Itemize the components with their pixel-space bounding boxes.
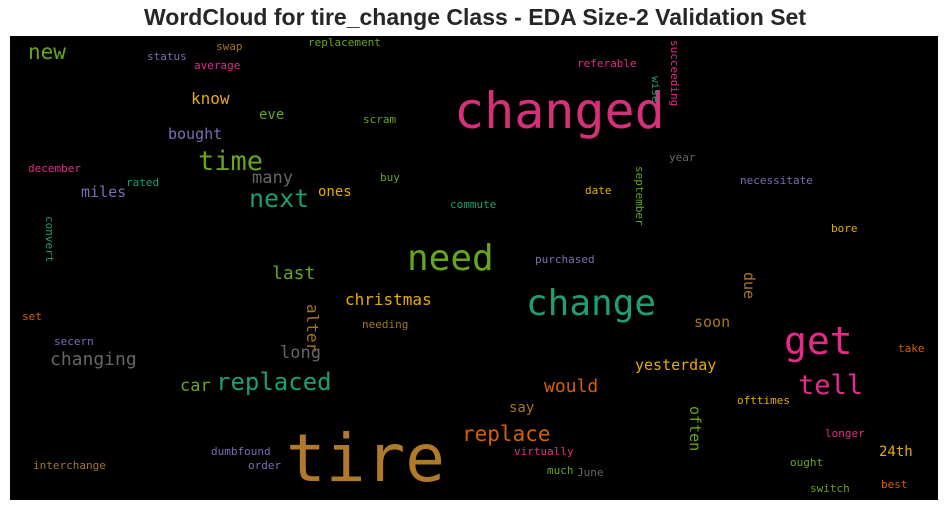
word-june: June	[577, 466, 604, 479]
word-convert: convert	[43, 216, 56, 263]
word-september: september	[633, 166, 646, 226]
word-need: need	[407, 238, 494, 279]
word-swap: swap	[216, 40, 243, 53]
word-change: change	[526, 283, 657, 324]
word-much: much	[547, 464, 574, 477]
word-eve: eve	[259, 107, 285, 123]
word-average: average	[194, 59, 241, 72]
word-get: get	[784, 319, 853, 363]
word-secern: secern	[54, 335, 94, 348]
word-date: date	[585, 184, 612, 197]
word-succeeding: succeeding	[668, 40, 681, 107]
word-virtually: virtually	[514, 445, 574, 458]
word-dumbfound: dumbfound	[211, 445, 271, 458]
word-long: long	[280, 343, 321, 363]
word-know: know	[191, 89, 230, 108]
word-ofttimes: ofttimes	[737, 394, 790, 407]
word-tire: tire	[286, 420, 445, 497]
word-commute: commute	[450, 198, 497, 211]
word-status: status	[147, 50, 187, 63]
word-say: say	[509, 400, 535, 416]
word-last: last	[272, 263, 316, 284]
word-buy: buy	[380, 171, 400, 184]
word-needing: needing	[362, 318, 409, 331]
word-take: take	[898, 342, 925, 355]
word-next: next	[249, 184, 310, 213]
word-rated: rated	[126, 176, 160, 189]
word-replace: replace	[462, 422, 551, 446]
word-interchange: interchange	[33, 459, 106, 472]
word-scram: scram	[363, 113, 397, 126]
word-new: new	[28, 40, 66, 64]
word-december: december	[28, 162, 81, 175]
word-necessitate: necessitate	[740, 174, 813, 187]
word-best: best	[881, 478, 908, 491]
word-referable: referable	[577, 57, 637, 70]
word-ones: ones	[318, 184, 352, 200]
word-24th: 24th	[879, 444, 913, 460]
word-yesterday: yesterday	[635, 356, 717, 374]
word-replaced: replaced	[216, 368, 332, 396]
chart-title: WordCloud for tire_change Class - EDA Si…	[143, 4, 806, 30]
word-cloud: tire changed change need get tell time next repl…	[10, 36, 938, 500]
word-christmas: christmas	[345, 290, 432, 309]
word-bore: bore	[831, 222, 858, 235]
word-switch: switch	[810, 482, 850, 495]
word-longer: longer	[825, 427, 865, 440]
word-alter: alter	[303, 304, 322, 353]
word-year: year	[669, 151, 696, 164]
word-often: often	[686, 406, 704, 452]
word-changing: changing	[50, 349, 137, 370]
word-purchased: purchased	[535, 253, 595, 266]
word-set: set	[22, 310, 42, 323]
word-order: order	[248, 459, 282, 472]
word-would: would	[544, 376, 599, 397]
word-miles: miles	[81, 183, 127, 201]
word-due: due	[740, 272, 758, 300]
word-tell: tell	[798, 370, 864, 401]
word-time: time	[198, 146, 264, 177]
word-wise: wise	[649, 76, 662, 103]
word-bought: bought	[168, 125, 223, 143]
word-many: many	[252, 168, 293, 188]
word-replacement: replacement	[308, 36, 381, 49]
word-ought: ought	[790, 456, 824, 469]
word-soon: soon	[694, 313, 731, 331]
word-car: car	[180, 376, 211, 396]
word-changed: changed	[454, 82, 665, 140]
